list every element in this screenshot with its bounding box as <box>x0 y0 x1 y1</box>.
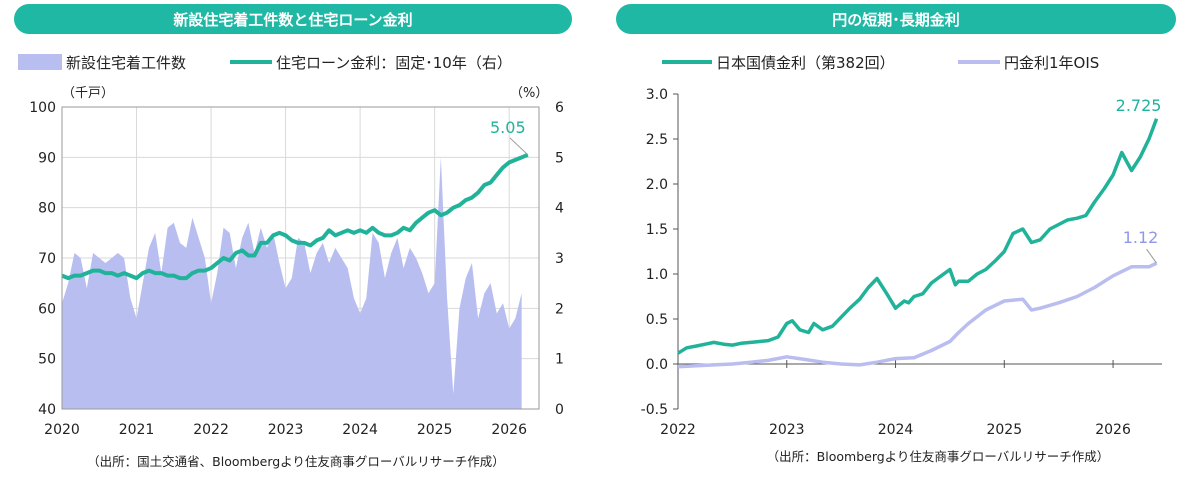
left-x-tick-label: 2025 <box>417 422 453 438</box>
right-title: 円の短期･長期金利 <box>832 11 960 29</box>
right-chart-y-tick-label: 0.5 <box>646 312 668 328</box>
right-y-tick-label: 6 <box>555 100 564 116</box>
left-x-tick-label: 2020 <box>44 422 80 438</box>
left-legend-area-swatch <box>18 54 62 70</box>
left-tick-labels: 40 50 60 70 80 90 100 0 1 2 3 4 5 6 2020 2021 2022 2023 20… <box>29 100 564 438</box>
left-x-tick-label: 2021 <box>119 422 155 438</box>
right-legend-jgb: 日本国債金利（第382回） <box>716 54 895 72</box>
left-y-tick-label: 60 <box>38 301 56 317</box>
housing-starts-area <box>62 157 522 409</box>
left-source: （出所：国土交通省、Bloombergより住友商事グローバルリサーチ作成） <box>87 454 505 469</box>
left-y-tick-label: 90 <box>38 150 56 166</box>
left-plot-frame <box>61 106 540 410</box>
right-y-tick-label: 1 <box>555 352 564 368</box>
right-y-tick-label: 3 <box>555 251 564 267</box>
left-unit-label: （千戸） <box>62 86 114 101</box>
ois-annotation-label: 1.12 <box>1123 228 1159 247</box>
left-x-tick-label: 2023 <box>268 422 304 438</box>
right-title-pill <box>616 4 1176 34</box>
right-y-tick-label: 4 <box>555 201 564 217</box>
right-chart-y-tick-label: 2.0 <box>646 177 668 193</box>
right-chart-y-tick-label: -0.5 <box>641 402 668 418</box>
left-title: 新設住宅着工件数と住宅ローン金利 <box>173 11 412 29</box>
left-line-layer: 5.05 <box>61 118 529 281</box>
left-x-tick-label: 2024 <box>342 422 378 438</box>
right-y-tick-label: 0 <box>555 402 564 418</box>
right-y-tick-label: 2 <box>555 301 564 317</box>
right-line-layer: 2.725 1.12 <box>677 96 1162 369</box>
left-panel: 新設住宅着工件数と住宅ローン金利 新設住宅着工件数 住宅ローン金利：固定･10年… <box>14 4 572 469</box>
left-y-tick-label: 40 <box>38 402 56 418</box>
right-chart-x-tick-label: 2022 <box>660 422 696 438</box>
left-area-layer <box>62 157 522 409</box>
left-y-tick-label: 50 <box>38 352 56 368</box>
left-legend-mortgage: 住宅ローン金利：固定･10年（右） <box>276 54 512 72</box>
right-tick-labels: -0.5 0.0 0.5 1.0 1.5 2.0 2.5 3.0 2022 2023 2024 202… <box>641 87 1131 438</box>
right-chart-y-tick-label: 3.0 <box>646 87 668 103</box>
mortgage-annotation-label: 5.05 <box>490 118 526 137</box>
left-x-tick-label: 2022 <box>193 422 229 438</box>
right-source: （出所：Bloombergより住友商事グローバルリサーチ作成） <box>767 449 1110 464</box>
right-unit-label: （%） <box>510 86 548 101</box>
left-x-tick-label: 2026 <box>491 422 527 438</box>
right-chart-x-tick-label: 2026 <box>1095 422 1131 438</box>
right-y-tick-label: 5 <box>555 150 564 166</box>
ois-annotation-leader <box>1146 248 1157 264</box>
left-legend-housing: 新設住宅着工件数 <box>66 54 186 72</box>
mortgage-annotation-leader <box>509 137 529 156</box>
right-legend-ois: 円金利1年OIS <box>1004 54 1099 72</box>
left-y-tick-label: 100 <box>29 100 56 116</box>
right-chart-y-tick-label: 1.0 <box>646 267 668 283</box>
ois-1y-line <box>677 261 1158 369</box>
left-title-pill <box>14 4 572 34</box>
jgb-annotation-label: 2.725 <box>1116 96 1162 115</box>
left-y-tick-label: 80 <box>38 201 56 217</box>
right-chart-x-tick-label: 2023 <box>769 422 805 438</box>
jgb-382-line <box>677 118 1159 355</box>
right-panel: 円の短期･長期金利 日本国債金利（第382回） 円金利1年OIS 2.725 1.… <box>616 4 1176 464</box>
right-chart-y-tick-label: 2.5 <box>646 132 668 148</box>
right-chart-x-tick-label: 2025 <box>986 422 1022 438</box>
left-y-tick-label: 70 <box>38 251 56 267</box>
right-chart-x-tick-label: 2024 <box>878 422 914 438</box>
right-chart-y-tick-label: 0.0 <box>646 357 668 373</box>
right-chart-y-tick-label: 1.5 <box>646 222 668 238</box>
mortgage-rate-line <box>61 152 529 281</box>
